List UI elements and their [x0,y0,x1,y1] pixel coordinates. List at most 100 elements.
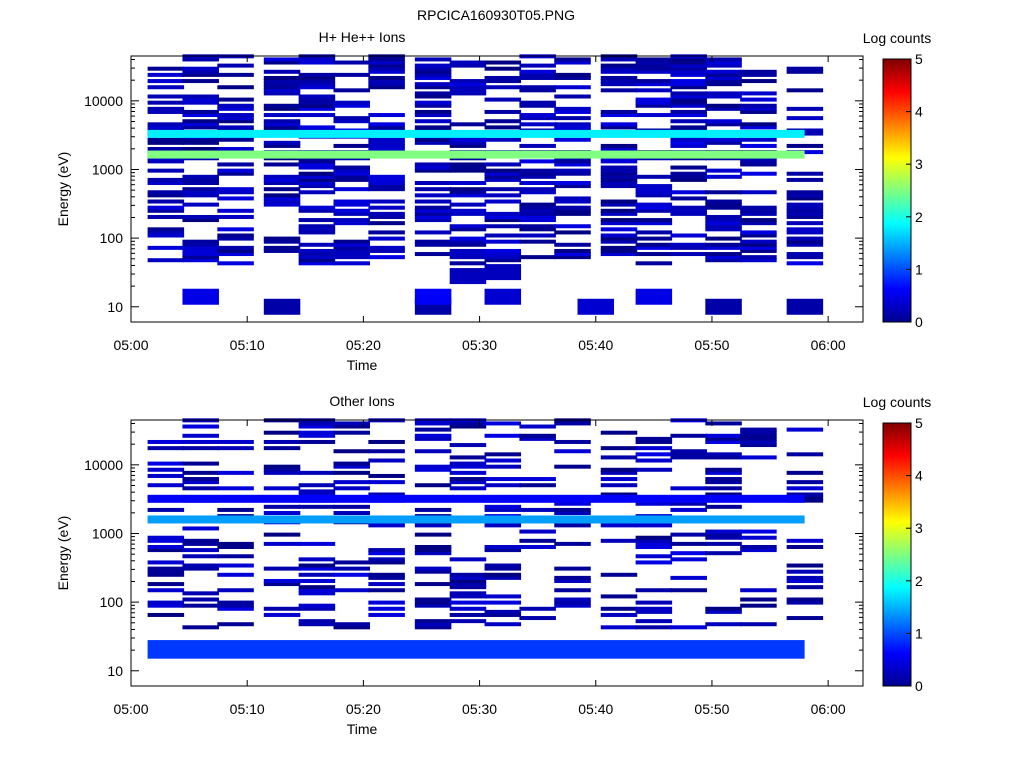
heatmap-cell [182,187,219,192]
heatmap-cell [519,143,556,148]
heatmap-cell [670,532,707,537]
heatmap-cell [147,168,185,173]
heatmap-cell [600,113,638,118]
heatmap-cell [414,91,452,96]
heatmap-cell [182,66,219,71]
heatmap-cell [786,150,824,155]
heatmap-cell [182,119,219,124]
heatmap-cell [333,572,371,577]
heatmap-cell [263,582,301,587]
colorbar [882,58,912,323]
heatmap-cell [182,69,219,74]
heatmap-cell [600,147,638,152]
heatmap-cell [449,202,487,207]
heatmap-cell [414,603,452,608]
heatmap-cell [600,69,638,74]
heatmap-cell [786,616,824,621]
heatmap-cell [263,196,301,201]
heatmap-cell [705,606,742,611]
heatmap-cell [635,560,673,565]
heatmap-cell [740,103,777,108]
heatmap-cell [705,551,742,556]
heatmap-cell [635,236,673,241]
heatmap-cell [670,541,707,546]
heatmap-cell [705,174,742,179]
heatmap-cell [263,122,301,127]
heatmap-cell [484,264,522,281]
heatmap-cell [449,582,487,587]
heatmap-cell [368,69,405,74]
heatmap-cell [263,119,301,124]
heatmap-cell [740,433,777,438]
heatmap-cell [368,248,405,253]
heatmap-cell [635,452,673,457]
heatmap-cell [298,606,336,611]
heatmap-cell [554,60,591,65]
heatmap-cell [519,214,556,219]
heatmap-cell [333,622,371,627]
heatmap-cell [635,436,673,441]
heatmap-cell [368,480,405,485]
heatmap-cell [263,470,301,475]
heatmap-cell [519,190,556,195]
heatmap-cell [484,109,522,114]
heatmap-cell [449,190,487,195]
heatmap-cell [786,544,824,549]
heatmap-cell [705,168,742,173]
heatmap-cell [449,242,487,247]
heatmap-cell [670,171,707,176]
y-tick-label: 100 [100,594,124,610]
heatmap-cell [298,165,336,170]
heatmap-cell [298,106,336,111]
heatmap-cell [182,79,219,84]
heatmap-cell [786,177,824,182]
heatmap-cell [554,421,591,426]
heatmap-cell [705,452,742,457]
heatmap-cell [333,566,371,571]
heatmap-cell [519,205,556,210]
heatmap-cell [705,529,742,534]
heatmap-cell [182,526,219,531]
heatmap-cell [182,439,219,444]
heatmap-cell [298,162,336,167]
heatmap-cell [740,137,777,142]
heatmap-cell [333,461,371,466]
heatmap-cell [182,433,219,438]
heatmap-cell [554,248,591,253]
heatmap-cell [635,541,673,546]
heatmap-cell [263,193,301,198]
heatmap-cell [600,245,638,250]
heatmap-cell [414,69,452,74]
heatmap-cell [147,483,185,488]
heatmap-cell [786,578,824,583]
heatmap-cell [670,190,707,195]
heatmap-cell [414,218,452,223]
heatmap-cell [740,221,777,226]
heatmap-cell [705,214,742,219]
heatmap-cell [147,159,185,164]
heatmap-cell [147,193,185,198]
heatmap-cell [577,298,615,315]
heatmap-cell [740,443,777,448]
heatmap-cell [217,252,254,257]
heatmap-cell [414,483,452,488]
heatmap-cell [484,433,522,438]
heatmap-cells [147,54,824,315]
heatmap-cell [705,421,742,426]
heatmap-cell [519,187,556,192]
heatmap-cell [519,544,556,549]
heatmap-cell [368,177,405,182]
heatmap-cell [414,252,452,257]
heatmap-cell [298,261,336,266]
heatmap-cell [705,255,742,260]
heatmap-cell [519,113,556,118]
heatmap-cell [182,477,219,482]
heatmap-cell [263,541,301,546]
heatmap-cell [414,600,452,605]
heatmap-cell [600,211,638,216]
heatmap-cell [484,252,522,257]
heatmap-cell [263,486,301,491]
heatmap-cell [449,578,487,583]
heatmap-cell [705,467,742,472]
heatmap-cell [333,261,371,266]
